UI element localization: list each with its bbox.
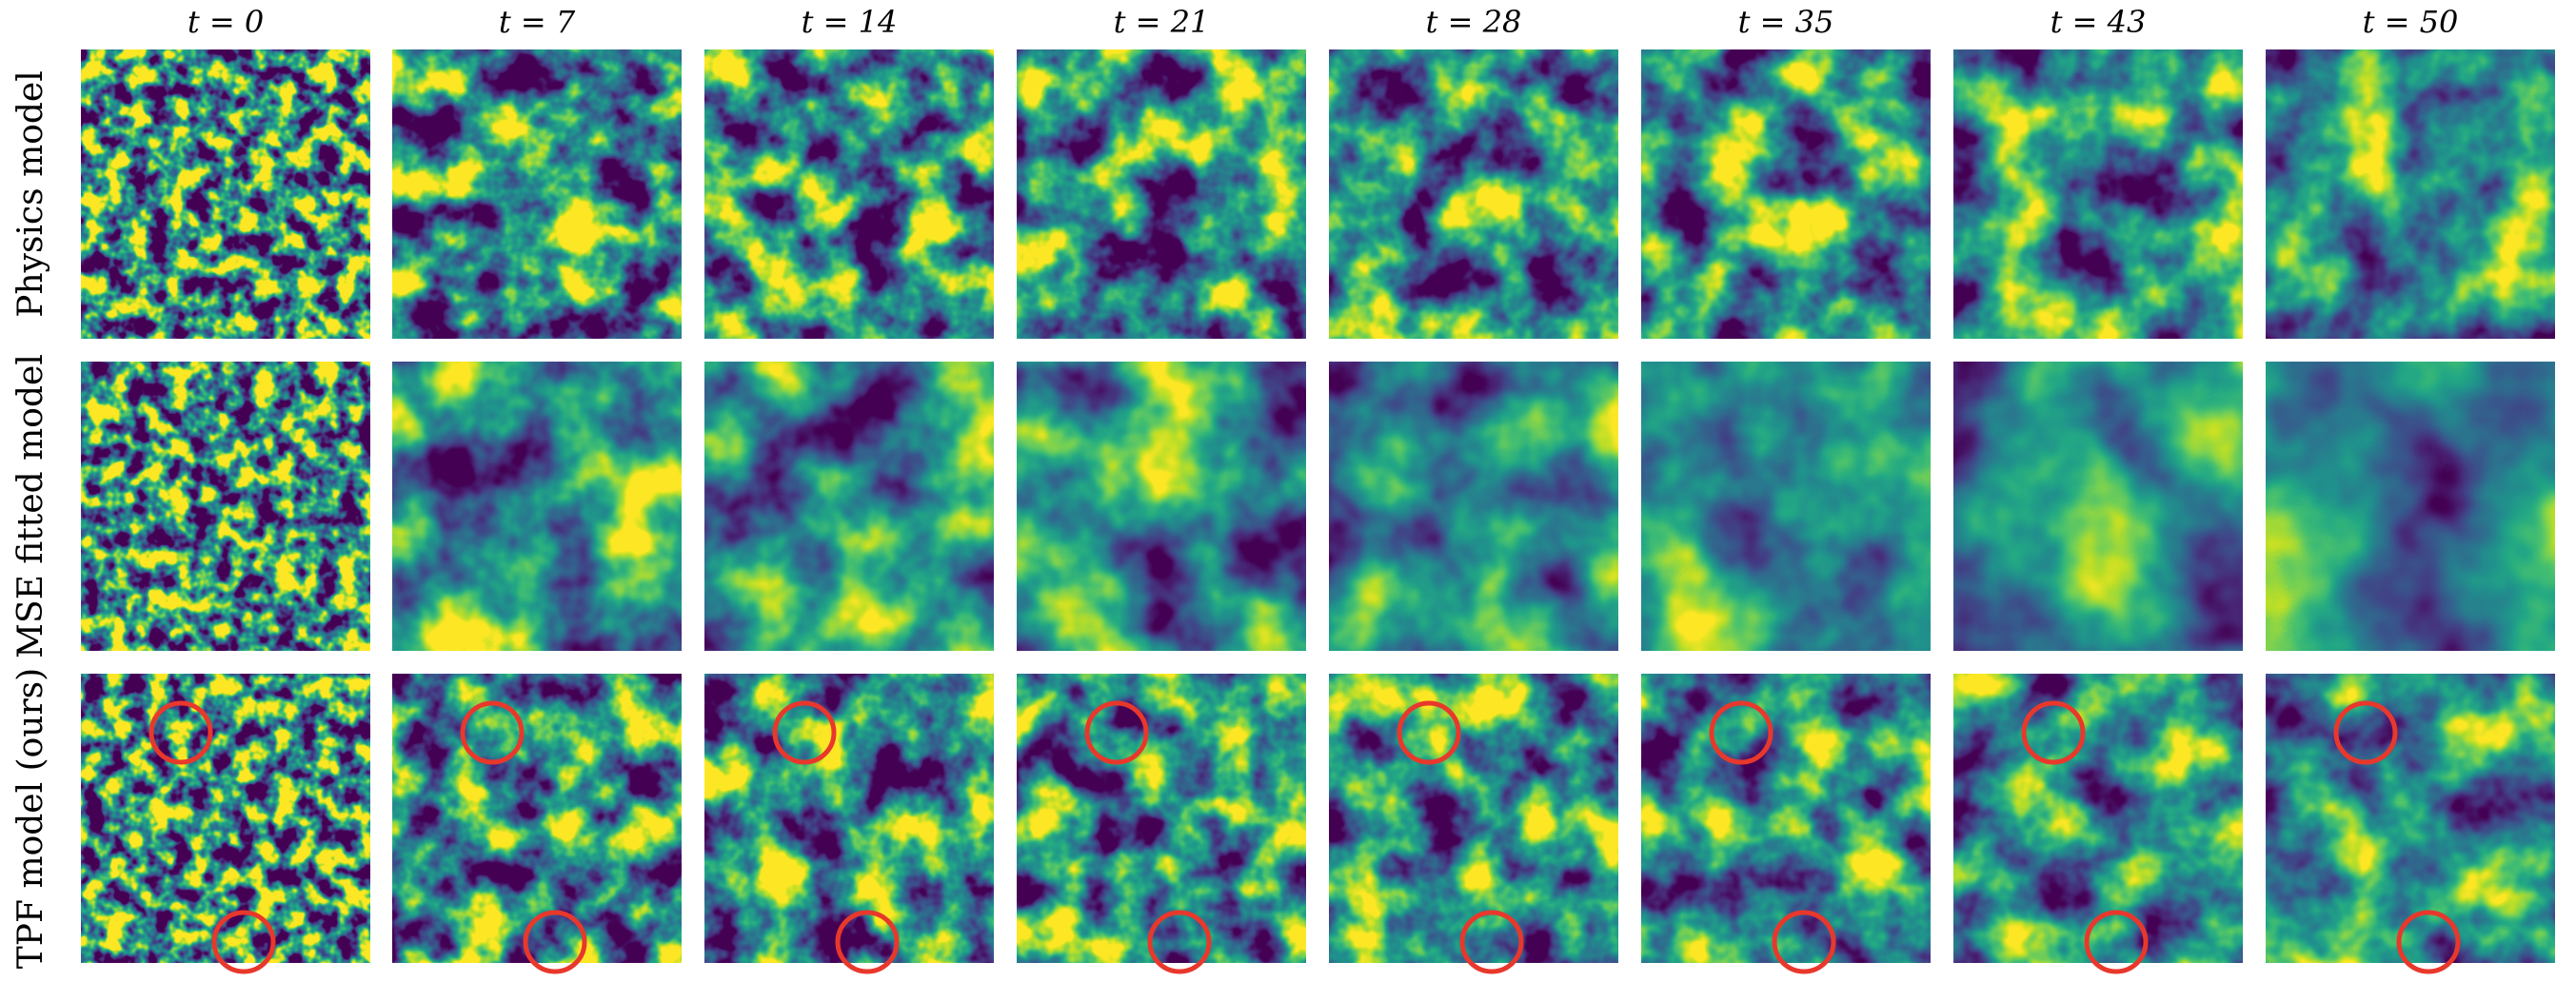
highlight-circle [2396, 910, 2461, 974]
field-panel [1329, 49, 1618, 339]
field-panel [81, 674, 370, 963]
field-panel [1953, 362, 2243, 651]
highlight-circle [1084, 700, 1149, 765]
field-panel [1329, 362, 1618, 651]
highlight-circle [1709, 700, 1773, 765]
highlight-circle [2333, 700, 2398, 765]
highlight-circle [2084, 910, 2149, 974]
field-panel [1641, 49, 1931, 339]
field-panel [392, 362, 682, 651]
row-label: Physics model [11, 70, 50, 318]
row-label: MSE fitted model [11, 354, 50, 658]
field-panel [1017, 674, 1306, 963]
column-label: t = 0 [188, 4, 264, 40]
highlight-circle [835, 910, 900, 974]
highlight-circle [2021, 700, 2086, 765]
field-panel [1017, 49, 1306, 339]
column-label: t = 14 [802, 4, 898, 40]
field-panel [1953, 49, 2243, 339]
field-panel [1953, 674, 2243, 963]
row-label: TPF model (ours) [11, 668, 50, 969]
field-panel [1641, 362, 1931, 651]
field-panel [81, 49, 370, 339]
column-label: t = 28 [1426, 4, 1522, 40]
field-panel [81, 362, 370, 651]
highlight-circle [1397, 700, 1461, 765]
column-label: t = 50 [2363, 4, 2459, 40]
highlight-circle [211, 910, 276, 974]
highlight-circle [772, 700, 837, 765]
highlight-circle [1459, 910, 1524, 974]
field-panel [1017, 362, 1306, 651]
column-label: t = 43 [2051, 4, 2147, 40]
field-panel [2266, 362, 2555, 651]
field-panel [392, 674, 682, 963]
field-panel [704, 49, 994, 339]
column-label: t = 35 [1738, 4, 1834, 40]
field-panel [704, 362, 994, 651]
highlight-circle [1772, 910, 1836, 974]
highlight-circle [523, 910, 587, 974]
field-panel [704, 674, 994, 963]
column-label: t = 21 [1114, 4, 1210, 40]
field-panel [1641, 674, 1931, 963]
highlight-circle [460, 700, 525, 765]
field-panel [1329, 674, 1618, 963]
highlight-circle [149, 700, 213, 765]
field-panel [2266, 674, 2555, 963]
column-label: t = 7 [499, 4, 576, 40]
field-panel [392, 49, 682, 339]
highlight-circle [1147, 910, 1212, 974]
field-panel [2266, 49, 2555, 339]
